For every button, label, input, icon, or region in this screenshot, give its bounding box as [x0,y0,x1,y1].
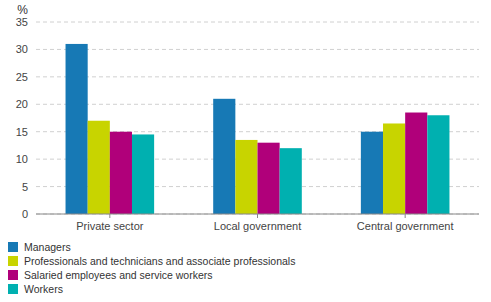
grid [36,22,479,214]
chart-container: 0 5 10 15 20 25 30 35% Private sector Local gover… [0,0,491,302]
x-tick [405,214,406,218]
legend-label: Professionals and technicians and associ… [24,255,295,267]
y-tick-label: 0 [22,208,28,220]
x-tick-label: Central government [357,220,454,232]
bar [66,44,88,214]
grid-line [36,104,479,105]
legend-swatch [8,256,18,266]
bars [66,44,450,214]
legend-label: Salaried employees and service workers [24,269,213,281]
x-tick [109,214,110,218]
legend-swatch [8,270,18,280]
grid-line [36,76,479,77]
bar [235,140,257,214]
legend-label: Managers [24,241,71,253]
bar [213,99,235,214]
legend-label: Workers [24,283,63,295]
bar [258,143,280,214]
bar [405,113,427,214]
y-tick-label: 35 [16,16,28,28]
bar [427,115,449,214]
y-tick-label: 15 [16,126,28,138]
bar [132,134,154,214]
y-tick-label: 5 [22,181,28,193]
bar [361,132,383,214]
bar [110,132,132,214]
grid-line [36,49,479,50]
bar [88,121,110,214]
x-tick [257,214,258,218]
legend: Managers Professionals and technicians an… [8,241,295,295]
legend-swatch [8,242,18,252]
bar [383,123,405,214]
y-tick-label: 20 [16,98,28,110]
x-tick-label: Local government [214,220,301,232]
y-tick-label: 25 [16,71,28,83]
bar [280,148,302,214]
grid-line [36,22,479,23]
chart-svg: 0 5 10 15 20 25 30 35% Private sector Local gover… [0,0,491,302]
y-tick-label: 10 [16,153,28,165]
x-tick-label: Private sector [76,220,144,232]
y-axis-label: % [17,3,28,17]
y-tick-label: 30 [16,43,28,55]
legend-swatch [8,284,18,294]
